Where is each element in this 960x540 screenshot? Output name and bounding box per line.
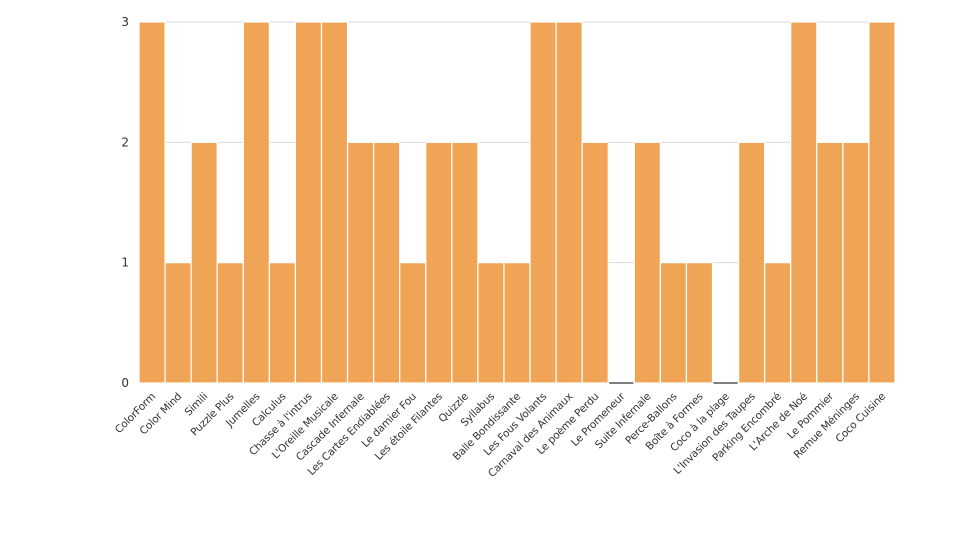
- bar-8: [346, 141, 375, 384]
- bar-21: [685, 262, 714, 384]
- bar-7: [320, 21, 349, 384]
- bars: [138, 21, 896, 384]
- bar-15: [529, 21, 557, 384]
- bar-5: [268, 262, 297, 384]
- bar-18: [609, 382, 634, 384]
- bar-11: [425, 141, 453, 384]
- bar-20: [659, 262, 688, 384]
- bar-9: [373, 141, 401, 384]
- bar-25: [790, 21, 818, 384]
- bar-17: [581, 141, 609, 384]
- bar-13: [477, 262, 505, 384]
- bar-16: [555, 21, 583, 384]
- bar-26: [816, 141, 844, 384]
- bar-10: [399, 262, 427, 384]
- bar-6: [294, 21, 323, 384]
- y-tick-label: 1: [121, 256, 129, 270]
- y-tick-label: 2: [121, 135, 129, 149]
- bar-4: [242, 21, 270, 384]
- bar-28: [868, 21, 896, 384]
- bar-2: [190, 141, 218, 384]
- bar-27: [842, 141, 870, 384]
- y-axis-ticks: 0 1 2 3: [121, 15, 129, 390]
- bar-1: [164, 262, 192, 384]
- bar-23: [737, 141, 766, 384]
- y-tick-label: 0: [121, 376, 129, 390]
- y-tick-label: 3: [121, 15, 129, 29]
- bar-0: [138, 21, 166, 384]
- bar-14: [503, 262, 531, 384]
- bar-24: [764, 262, 792, 384]
- bar-19: [633, 141, 661, 384]
- bar-22: [713, 382, 738, 384]
- bar-12: [451, 141, 479, 384]
- bar-3: [216, 262, 244, 384]
